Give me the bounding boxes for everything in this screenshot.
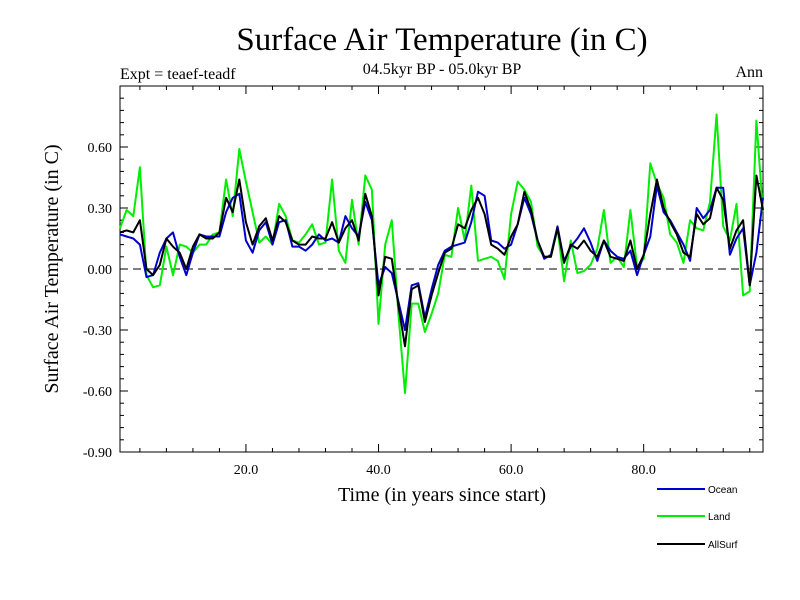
legend: Ocean Land AllSurf (657, 485, 738, 551)
x-axis-label: Time (in years since start) (338, 484, 546, 506)
y-tick-labels: -0.90 -0.60 -0.30 0.00 0.30 0.60 (83, 141, 112, 461)
y-tick-label: -0.90 (83, 446, 112, 461)
y-tick-label: -0.60 (83, 385, 112, 400)
x-tick-label: 80.0 (631, 463, 656, 478)
y-axis-label: Surface Air Temperature (in C) (41, 144, 63, 393)
legend-label-allsurf: AllSurf (708, 540, 738, 551)
x-tick-labels: 20.0 40.0 60.0 80.0 (234, 463, 656, 478)
chart-title: Surface Air Temperature (in C) (236, 22, 647, 58)
x-tick-label: 20.0 (234, 463, 259, 478)
season-label: Ann (735, 64, 763, 81)
x-tick-label: 60.0 (499, 463, 524, 478)
series-line-ocean (119, 184, 764, 331)
chart-subtitle: 04.5kyr BP - 05.0kyr BP (363, 61, 522, 78)
legend-label-land: Land (708, 512, 730, 523)
plot-area (119, 85, 764, 453)
series-line-allsurf (119, 174, 764, 348)
x-tick-label: 40.0 (366, 463, 391, 478)
series-line-land (119, 113, 764, 394)
experiment-label: Expt = teaef-teadf (120, 66, 236, 83)
legend-label-ocean: Ocean (708, 485, 737, 496)
y-tick-label: -0.30 (83, 324, 112, 339)
y-tick-label: 0.00 (88, 263, 113, 278)
series-lines (119, 113, 764, 394)
y-tick-label: 0.60 (88, 141, 113, 156)
y-tick-label: 0.30 (88, 202, 113, 217)
